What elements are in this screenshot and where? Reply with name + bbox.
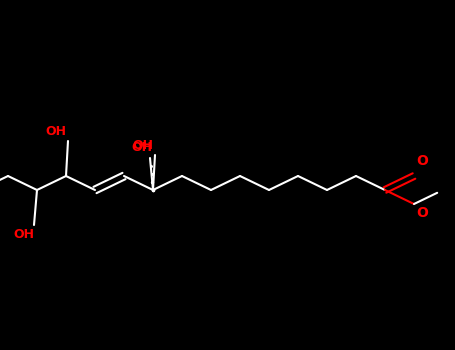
Text: OH: OH	[132, 139, 153, 152]
Text: OH: OH	[45, 125, 66, 138]
Text: OH: OH	[131, 141, 152, 154]
Text: O: O	[416, 154, 428, 168]
Text: O: O	[416, 206, 428, 220]
Text: OH: OH	[13, 228, 34, 241]
